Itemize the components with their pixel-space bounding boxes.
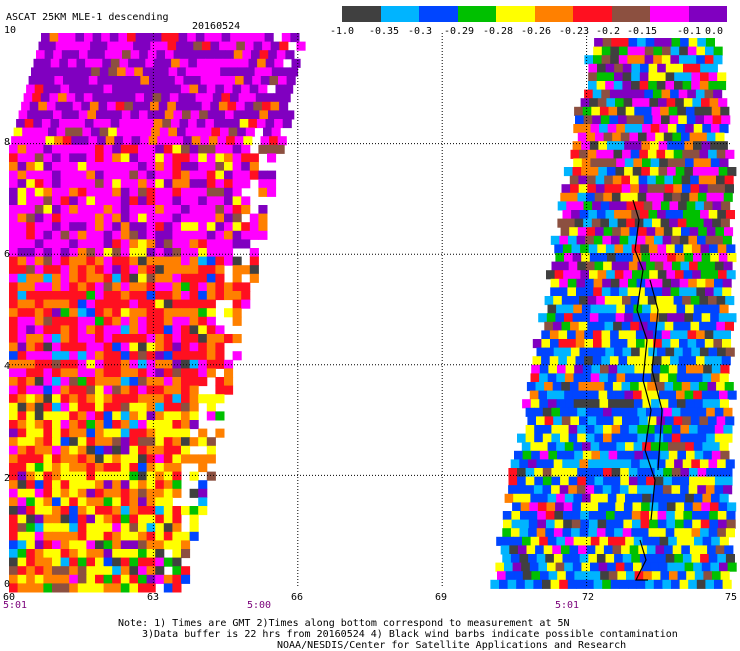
footnotes: Note: 1) Times are GMT 2)Times along bot… [118, 618, 678, 651]
x-tick-label: 69 [434, 592, 448, 603]
x-tick-label: 63 [146, 592, 160, 603]
colorbar-label: -1.0 [329, 26, 355, 37]
colorbar-swatch [688, 6, 727, 22]
colorbar-swatch [342, 6, 381, 22]
time-label: 5:01 [554, 600, 580, 611]
colorbar-label: -0.35 [368, 26, 400, 37]
colorbar-swatch [650, 6, 689, 22]
plot-date: 20160524 [192, 21, 241, 32]
swath-cells [9, 33, 737, 593]
footnote-line: 3)Data buffer is 22 hrs from 20160524 4)… [142, 629, 678, 640]
y-tick-label: 10 [4, 25, 17, 36]
grid-lines [9, 33, 731, 586]
colorbar-label: -0.1 [676, 26, 702, 37]
x-tick-label: 66 [290, 592, 304, 603]
colorbar-label: -0.23 [558, 26, 590, 37]
footnote-line: Note: 1) Times are GMT 2)Times along bot… [118, 618, 570, 629]
x-tick-label: 72 [581, 592, 595, 603]
colorbar-label: -0.29 [443, 26, 475, 37]
y-tick-label: 6 [4, 249, 11, 260]
colorbar-swatch [496, 6, 535, 22]
time-label: 5:01 [2, 600, 28, 611]
y-tick-label: 2 [4, 473, 11, 484]
colorbar-swatch [611, 6, 650, 22]
colorbar-label: -0.26 [520, 26, 552, 37]
colorbar [342, 6, 727, 22]
colorbar-label: -0.28 [482, 26, 514, 37]
colorbar-label: 0.0 [704, 26, 724, 37]
colorbar-swatch [457, 6, 496, 22]
colorbar-swatch [573, 6, 612, 22]
x-tick-label: 60 [2, 592, 16, 603]
time-label: 5:00 [246, 600, 272, 611]
plot-title: ASCAT 25KM MLE-1 descending [6, 12, 169, 23]
y-tick-label: 8 [4, 137, 11, 148]
y-tick-label: 4 [4, 361, 11, 372]
colorbar-label: -0.3 [407, 26, 433, 37]
colorbar-swatch [419, 6, 458, 22]
y-tick-label: 0 [4, 579, 11, 590]
coastline-outline [632, 199, 663, 581]
colorbar-label: -0.15 [626, 26, 658, 37]
colorbar-swatch [380, 6, 419, 22]
colorbar-swatch [534, 6, 573, 22]
colorbar-label: -0.2 [595, 26, 621, 37]
footnote-line: NOAA/NESDIS/Center for Satellite Applica… [277, 640, 627, 651]
x-tick-label: 75 [724, 592, 738, 603]
